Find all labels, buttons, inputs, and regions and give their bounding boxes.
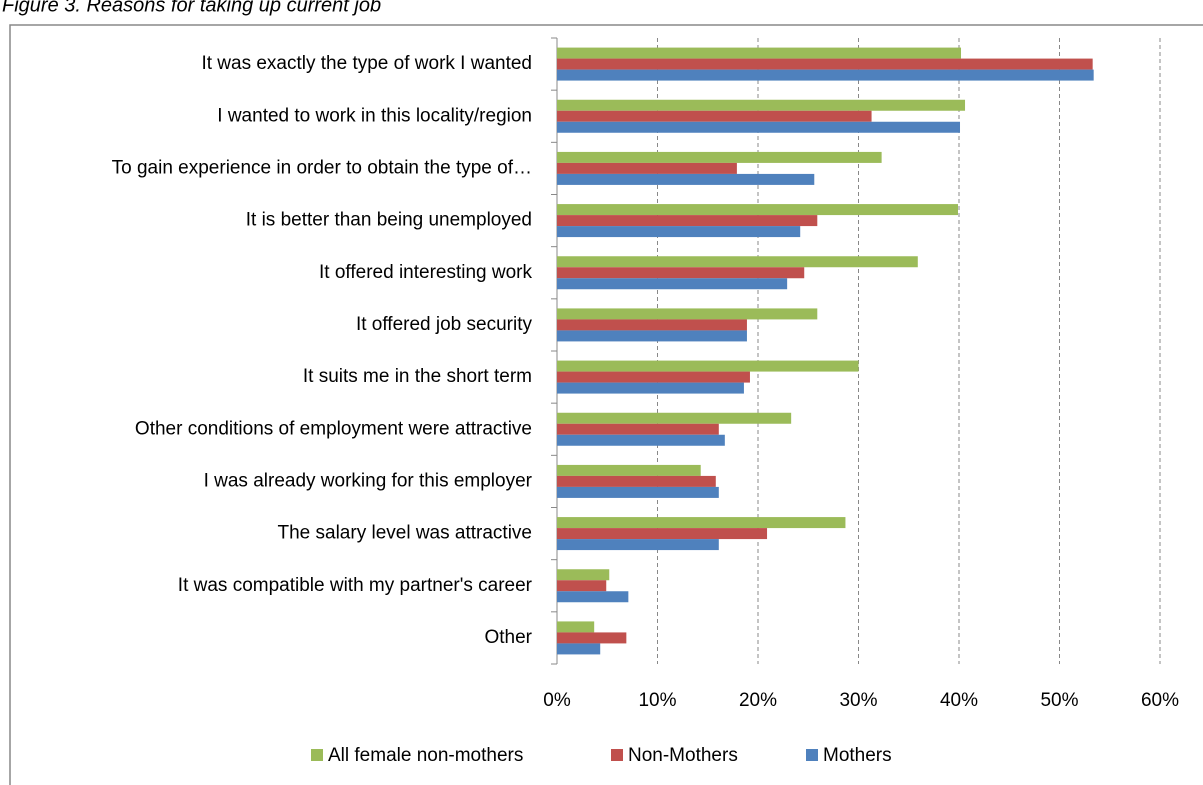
legend-swatch [311,749,323,761]
y-tick-label: It suits me in the short term [303,366,532,387]
bar [557,69,1094,81]
bar [557,371,750,383]
bar [557,319,747,331]
y-tick-label: I was already working for this employer [204,470,533,491]
bar [557,58,1093,70]
bar [557,226,801,238]
bar [557,162,737,174]
legend-label: All female non-mothers [328,745,523,766]
bar [557,528,768,540]
y-tick-label: It offered job security [356,314,533,335]
bar [557,382,744,394]
bar [557,110,872,122]
y-tick-label: The salary level was attractive [278,523,533,544]
bar [557,278,788,290]
y-tick-label: To gain experience in order to obtain th… [112,157,532,178]
legend-swatch [806,749,818,761]
bar [557,580,607,592]
bar [557,434,725,446]
bar [557,632,627,644]
bar [557,517,846,529]
x-tick-label: 30% [839,690,877,711]
legend-label: Mothers [823,745,892,766]
y-tick-label: It offered interesting work [319,262,532,283]
bar [557,360,859,372]
legend-label: Non-Mothers [628,745,738,766]
bar [557,539,719,551]
y-tick-label: I wanted to work in this locality/region [217,105,532,126]
bar [557,330,747,342]
legend-swatch [611,749,623,761]
bar [557,486,719,498]
bar [557,215,818,227]
bar [557,643,601,655]
bar [557,121,961,133]
x-tick-label: 60% [1141,690,1179,711]
bar [557,47,962,59]
y-tick-label: Other conditions of employment were attr… [135,418,532,439]
bar [557,308,818,320]
chart-title: Figure 3. Reasons for taking up current … [2,0,381,16]
bar [557,412,792,424]
bar [557,99,966,111]
x-tick-label: 0% [543,690,571,711]
bar [557,151,882,163]
x-tick-label: 10% [638,690,676,711]
bar [557,256,918,268]
bar [557,569,610,581]
bar [557,621,595,633]
bar [557,423,719,435]
x-tick-label: 20% [739,690,777,711]
bar [557,464,701,476]
bar [557,267,805,279]
y-tick-label: Other [484,627,532,648]
bar [557,475,716,487]
y-tick-label: It was exactly the type of work I wanted [201,53,532,74]
bar [557,204,958,216]
bar [557,173,815,185]
y-tick-label: It is better than being unemployed [246,210,532,231]
chart-frame [9,24,1203,785]
y-tick-label: It was compatible with my partner's care… [178,575,533,596]
bar [557,591,629,603]
x-tick-label: 50% [1040,690,1078,711]
x-tick-label: 40% [940,690,978,711]
